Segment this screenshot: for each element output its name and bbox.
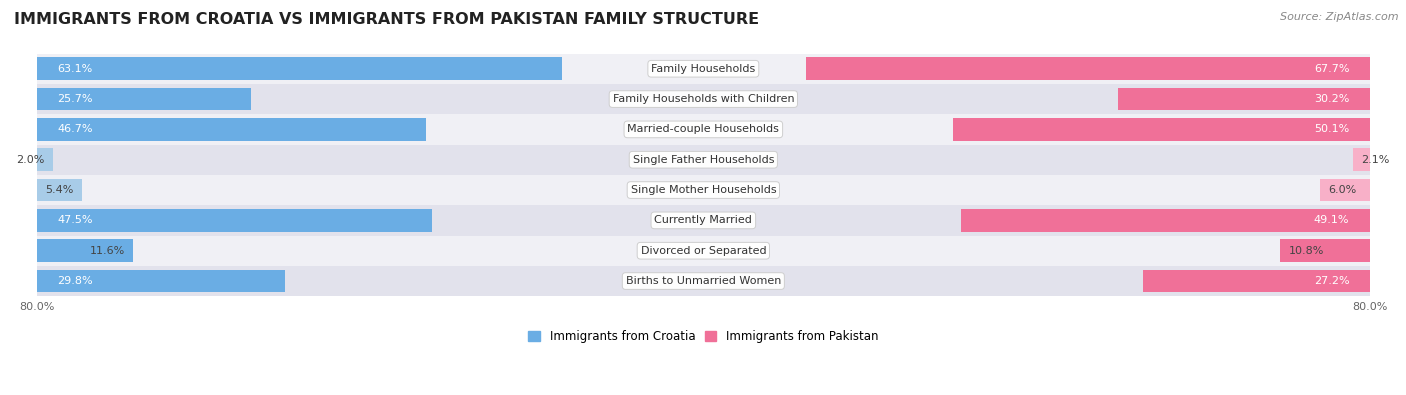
Text: 6.0%: 6.0%	[1329, 185, 1357, 195]
Bar	[37, 149, 53, 171]
Text: 29.8%: 29.8%	[58, 276, 93, 286]
Text: 2.0%: 2.0%	[17, 155, 45, 165]
Bar	[1118, 88, 1369, 111]
Bar	[960, 209, 1369, 232]
Text: 67.7%: 67.7%	[1313, 64, 1350, 74]
Text: 47.5%: 47.5%	[58, 215, 93, 226]
Text: 10.8%: 10.8%	[1288, 246, 1324, 256]
Text: 5.4%: 5.4%	[45, 185, 73, 195]
Bar	[37, 270, 285, 292]
Text: 49.1%: 49.1%	[1313, 215, 1350, 226]
Bar	[37, 209, 433, 232]
Text: Family Households with Children: Family Households with Children	[613, 94, 794, 104]
Bar	[1353, 149, 1369, 171]
Text: 30.2%: 30.2%	[1313, 94, 1350, 104]
Text: 50.1%: 50.1%	[1315, 124, 1350, 134]
Bar	[37, 179, 82, 201]
Text: 27.2%: 27.2%	[1313, 276, 1350, 286]
Text: 46.7%: 46.7%	[58, 124, 93, 134]
Bar	[37, 175, 1369, 205]
Text: Single Mother Households: Single Mother Households	[630, 185, 776, 195]
Bar	[37, 57, 562, 80]
Bar	[37, 266, 1369, 296]
Bar	[37, 145, 1369, 175]
Text: Currently Married: Currently Married	[654, 215, 752, 226]
Text: 63.1%: 63.1%	[58, 64, 93, 74]
Bar	[37, 114, 1369, 145]
Text: Married-couple Households: Married-couple Households	[627, 124, 779, 134]
Bar	[952, 118, 1369, 141]
Text: 25.7%: 25.7%	[58, 94, 93, 104]
Bar	[37, 54, 1369, 84]
Text: Family Households: Family Households	[651, 64, 755, 74]
Bar	[1320, 179, 1369, 201]
Bar	[37, 205, 1369, 235]
Text: 11.6%: 11.6%	[90, 246, 125, 256]
Text: Single Father Households: Single Father Households	[633, 155, 775, 165]
Legend: Immigrants from Croatia, Immigrants from Pakistan: Immigrants from Croatia, Immigrants from…	[523, 325, 883, 348]
Bar	[1143, 270, 1369, 292]
Text: Births to Unmarried Women: Births to Unmarried Women	[626, 276, 780, 286]
Text: Divorced or Separated: Divorced or Separated	[641, 246, 766, 256]
Bar	[37, 118, 426, 141]
Text: 2.1%: 2.1%	[1361, 155, 1389, 165]
Bar	[37, 84, 1369, 114]
Bar	[37, 88, 250, 111]
Bar	[1279, 239, 1369, 262]
Text: Source: ZipAtlas.com: Source: ZipAtlas.com	[1281, 12, 1399, 22]
Bar	[37, 239, 134, 262]
Bar	[37, 235, 1369, 266]
Text: IMMIGRANTS FROM CROATIA VS IMMIGRANTS FROM PAKISTAN FAMILY STRUCTURE: IMMIGRANTS FROM CROATIA VS IMMIGRANTS FR…	[14, 12, 759, 27]
Bar	[806, 57, 1369, 80]
